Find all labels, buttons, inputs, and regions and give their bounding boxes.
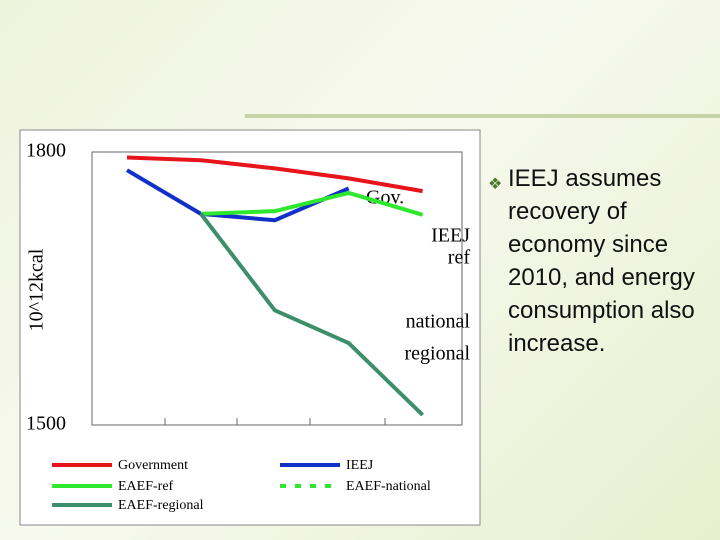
annotation: Gov.	[366, 187, 404, 209]
annotation: ref	[448, 247, 471, 269]
bullet-text: ❖ IEEJ assumes recovery of economy since …	[488, 162, 708, 360]
legend-label: IEEJ	[346, 458, 374, 473]
line-series	[199, 212, 424, 417]
annotation: regional	[404, 343, 470, 365]
line-series	[125, 168, 350, 223]
line-series	[126, 155, 423, 194]
annotation: national	[406, 311, 471, 333]
legend-label: EAEF-regional	[118, 498, 204, 513]
legend-label: Government	[118, 458, 188, 473]
bullet-icon: ❖	[488, 176, 503, 193]
legend-label: EAEF-national	[346, 479, 431, 494]
annotation: IEEJ	[431, 225, 470, 247]
y-tick-label: 1800	[26, 140, 66, 162]
bullet-body: IEEJ assumes recovery of economy since 2…	[508, 165, 695, 357]
y-axis-label: 10^12kcal	[26, 248, 48, 331]
x-ticks	[164, 418, 386, 425]
chart-box	[19, 129, 481, 526]
legend-label: EAEF-ref	[118, 479, 174, 494]
plot-area	[91, 151, 463, 426]
y-tick-label: 1500	[26, 413, 66, 435]
line-series	[200, 190, 424, 217]
